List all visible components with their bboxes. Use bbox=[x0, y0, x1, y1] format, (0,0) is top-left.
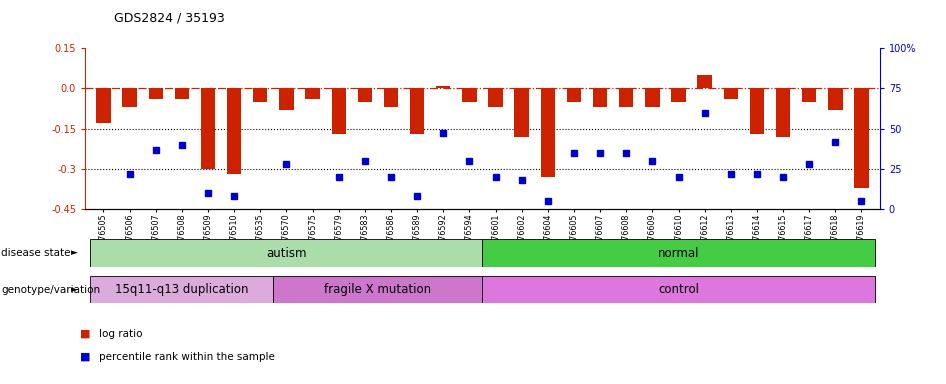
Bar bbox=[358, 88, 372, 102]
Text: ►: ► bbox=[71, 285, 79, 294]
Bar bbox=[463, 88, 477, 102]
Text: ■: ■ bbox=[80, 352, 91, 362]
Text: genotype/variation: genotype/variation bbox=[1, 285, 100, 295]
Bar bbox=[482, 239, 874, 267]
Bar bbox=[567, 88, 581, 102]
Bar bbox=[645, 88, 659, 107]
Text: fragile X mutation: fragile X mutation bbox=[324, 283, 431, 296]
Bar bbox=[619, 88, 634, 107]
Text: ►: ► bbox=[71, 248, 79, 258]
Bar bbox=[724, 88, 738, 99]
Text: GDS2824 / 35193: GDS2824 / 35193 bbox=[114, 12, 224, 25]
Bar bbox=[306, 88, 320, 99]
Bar bbox=[254, 88, 268, 102]
Bar bbox=[593, 88, 607, 107]
Bar bbox=[750, 88, 764, 134]
Bar bbox=[201, 88, 215, 169]
Bar bbox=[273, 276, 482, 303]
Bar bbox=[515, 88, 529, 137]
Bar bbox=[540, 88, 555, 177]
Bar bbox=[828, 88, 843, 110]
Bar bbox=[410, 88, 425, 134]
Text: autism: autism bbox=[266, 247, 307, 260]
Bar bbox=[697, 75, 711, 88]
Bar bbox=[227, 88, 241, 174]
Text: control: control bbox=[658, 283, 699, 296]
Text: ■: ■ bbox=[80, 329, 91, 339]
Bar bbox=[384, 88, 398, 107]
Bar bbox=[91, 239, 482, 267]
Text: disease state: disease state bbox=[1, 248, 70, 258]
Text: 15q11-q13 duplication: 15q11-q13 duplication bbox=[115, 283, 249, 296]
Bar bbox=[436, 86, 450, 88]
Bar bbox=[175, 88, 189, 99]
Text: percentile rank within the sample: percentile rank within the sample bbox=[99, 352, 275, 362]
Bar bbox=[488, 88, 502, 107]
Bar bbox=[331, 88, 346, 134]
Bar bbox=[802, 88, 816, 102]
Text: log ratio: log ratio bbox=[99, 329, 143, 339]
Text: normal: normal bbox=[657, 247, 699, 260]
Bar bbox=[672, 88, 686, 102]
Bar bbox=[776, 88, 790, 137]
Bar bbox=[482, 276, 874, 303]
Bar bbox=[96, 88, 111, 123]
Bar bbox=[149, 88, 163, 99]
Bar bbox=[91, 276, 273, 303]
Bar bbox=[122, 88, 137, 107]
Bar bbox=[279, 88, 293, 110]
Bar bbox=[854, 88, 868, 188]
